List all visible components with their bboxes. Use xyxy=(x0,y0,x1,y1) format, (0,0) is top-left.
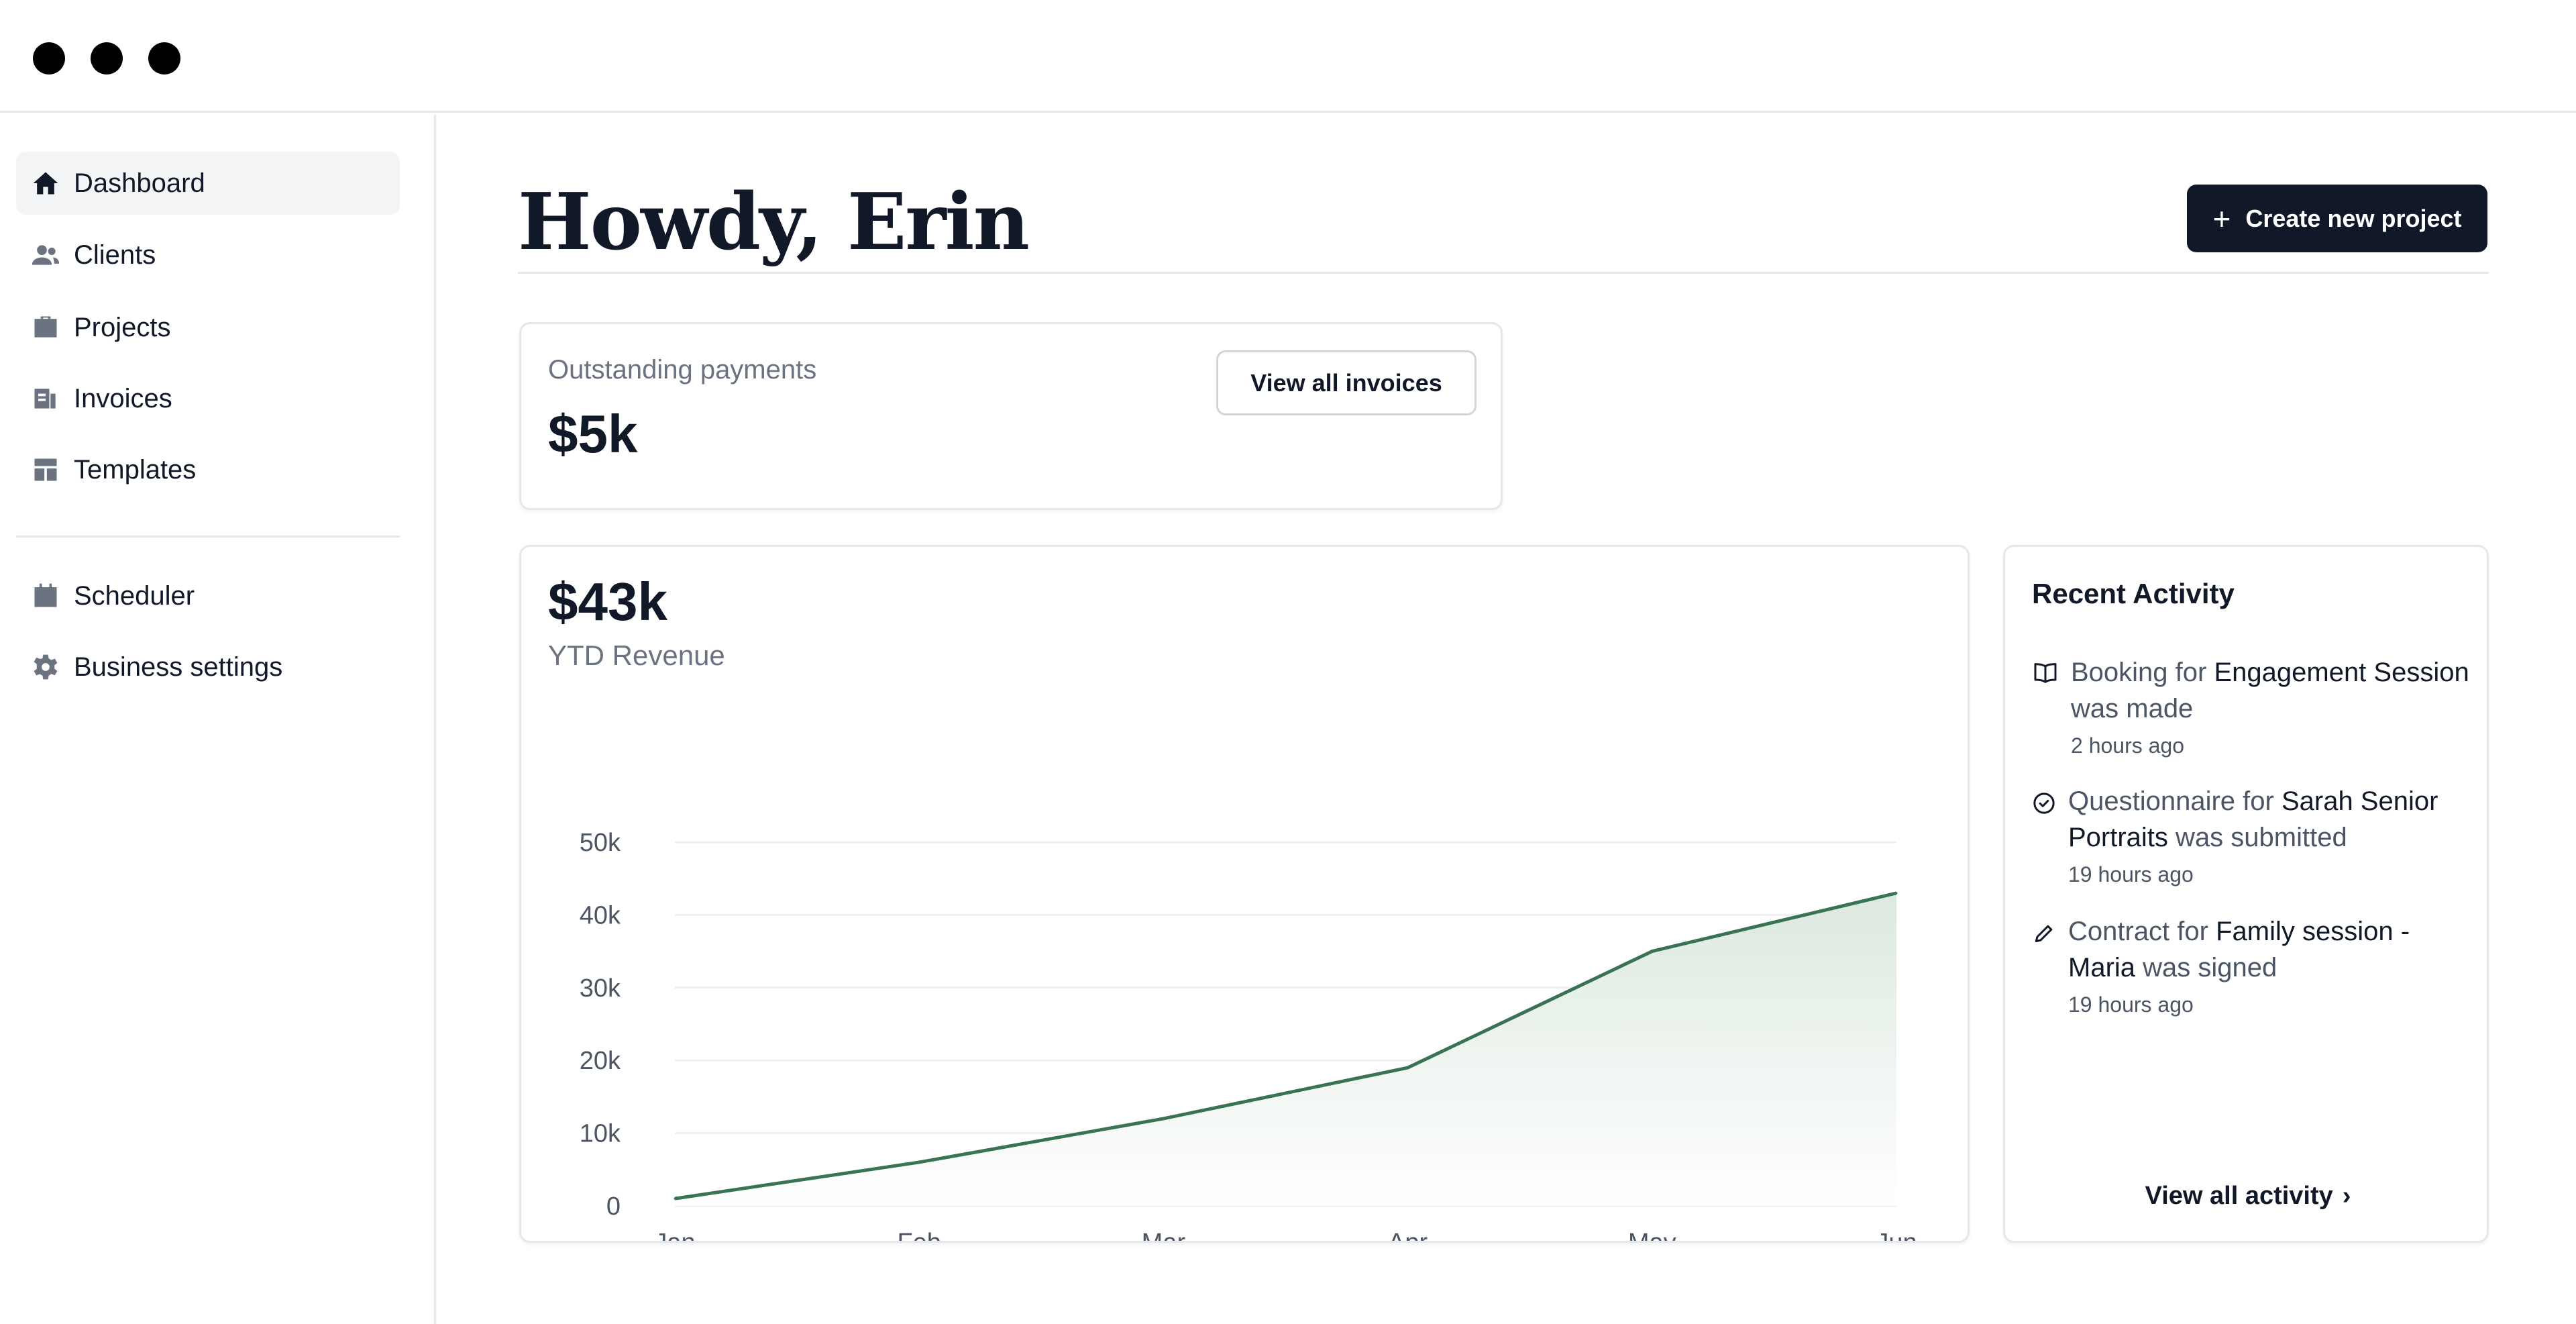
chart-x-tick-label: May xyxy=(1628,1229,1676,1241)
recent-activity-title: Recent Activity xyxy=(2032,578,2235,609)
header-divider xyxy=(518,272,2489,274)
sidebar-item-label: Clients xyxy=(74,240,156,270)
create-new-project-label: Create new project xyxy=(2245,204,2462,232)
activity-timestamp: 2 hours ago xyxy=(2071,733,2185,758)
activity-text-pre: Questionnaire for xyxy=(2068,786,2282,816)
sidebar-item-label: Invoices xyxy=(74,383,172,413)
chart-y-tick-label: 10k xyxy=(580,1120,621,1148)
chart-data-point xyxy=(1407,1066,1409,1069)
sidebar-item-label: Projects xyxy=(74,312,171,342)
activity-subject: Engagement Session xyxy=(2214,658,2469,687)
chart-x-tick-label: Feb xyxy=(897,1229,941,1241)
calendar-icon xyxy=(31,581,60,611)
sidebar: Dashboard Clients Projects Invoices Temp… xyxy=(0,115,436,1324)
activity-text-post: was signed xyxy=(2135,953,2277,982)
revenue-area xyxy=(675,893,1896,1206)
revenue-chart: 0 10k 20k 30k 40k 50k Jan Feb Mar Apr May Jun xyxy=(580,829,1917,1241)
window-minimize-button[interactable] xyxy=(91,42,123,74)
ytd-revenue-value: $43k xyxy=(548,572,667,631)
chart-y-tick-label: 40k xyxy=(580,901,621,929)
chart-y-tick-label: 20k xyxy=(580,1047,621,1075)
home-icon xyxy=(31,168,60,198)
chart-y-tick-label: 30k xyxy=(580,974,621,1003)
sidebar-divider xyxy=(16,536,400,538)
plus-icon: + xyxy=(2212,201,2231,236)
recent-activity-card: Recent Activity Booking for Engagement S… xyxy=(2003,545,2489,1243)
create-new-project-button[interactable]: + Create new project xyxy=(2187,185,2487,252)
activity-text-pre: Booking for xyxy=(2071,658,2214,687)
outstanding-payments-card: Outstanding payments $5k View all invoic… xyxy=(519,322,1503,510)
chart-y-tick-label: 50k xyxy=(580,829,621,857)
gear-icon xyxy=(31,652,60,682)
window-close-button[interactable] xyxy=(33,42,65,74)
chart-data-point xyxy=(918,1161,920,1164)
activity-timestamp: 19 hours ago xyxy=(2068,862,2194,886)
activity-text-pre: Contract for xyxy=(2068,917,2216,946)
ytd-revenue-label: YTD Revenue xyxy=(548,640,725,671)
activity-timestamp: 19 hours ago xyxy=(2068,992,2194,1017)
page-title: Howdy, Erin xyxy=(518,176,1030,268)
activity-subject: Family session - Maria xyxy=(2068,917,2410,982)
sidebar-item-label: Dashboard xyxy=(74,168,205,198)
ytd-revenue-card: $43k YTD Revenue 0 10k 20k 30k 40k 50k Jan Feb… xyxy=(519,545,1970,1243)
sidebar-item-label: Templates xyxy=(74,454,197,485)
sidebar-item-dashboard[interactable]: Dashboard xyxy=(16,152,400,215)
chart-y-tick-label: 0 xyxy=(606,1192,621,1221)
chart-x-tick-label: Mar xyxy=(1142,1229,1186,1241)
chart-x-tick-label: Jan xyxy=(654,1229,695,1241)
chart-data-point xyxy=(674,1197,676,1200)
sidebar-item-scheduler[interactable]: Scheduler xyxy=(16,564,400,627)
sidebar-item-templates[interactable]: Templates xyxy=(16,438,400,501)
view-all-activity-link[interactable]: View all activity › xyxy=(2005,1182,2491,1211)
activity-text-post: was made xyxy=(2071,694,2194,723)
template-icon xyxy=(31,455,60,485)
chart-data-point xyxy=(1895,892,1898,895)
invoice-icon xyxy=(31,384,60,413)
chart-data-point xyxy=(1651,950,1654,953)
sidebar-item-invoices[interactable]: Invoices xyxy=(16,367,400,430)
chart-x-tick-label: Jun xyxy=(1876,1229,1917,1241)
activity-subject: Sarah Senior Portraits xyxy=(2068,786,2438,852)
check-circle-icon xyxy=(2031,790,2057,817)
sidebar-item-label: Business settings xyxy=(74,652,283,682)
sidebar-item-business-settings[interactable]: Business settings xyxy=(16,635,400,699)
view-all-activity-label: View all activity xyxy=(2145,1182,2333,1210)
window-maximize-button[interactable] xyxy=(148,42,180,74)
chart-data-point xyxy=(1162,1117,1165,1120)
sidebar-item-label: Scheduler xyxy=(74,580,195,611)
revenue-line xyxy=(674,891,1897,1201)
window-titlebar xyxy=(0,0,2576,113)
sidebar-item-clients[interactable]: Clients xyxy=(16,223,400,287)
main-content: Howdy, Erin + Create new project Outstan… xyxy=(436,115,2576,1324)
view-all-invoices-button[interactable]: View all invoices xyxy=(1216,350,1477,415)
pencil-icon xyxy=(2031,920,2057,947)
outstanding-payments-label: Outstanding payments xyxy=(548,355,817,385)
chart-x-tick-label: Apr xyxy=(1388,1229,1428,1241)
outstanding-payments-value: $5k xyxy=(548,404,638,464)
briefcase-icon xyxy=(31,313,60,342)
chevron-right-icon: › xyxy=(2342,1182,2351,1210)
users-icon xyxy=(31,240,60,270)
book-icon xyxy=(2032,660,2059,686)
sidebar-item-projects[interactable]: Projects xyxy=(16,296,400,359)
activity-text-post: was submitted xyxy=(2167,823,2347,852)
